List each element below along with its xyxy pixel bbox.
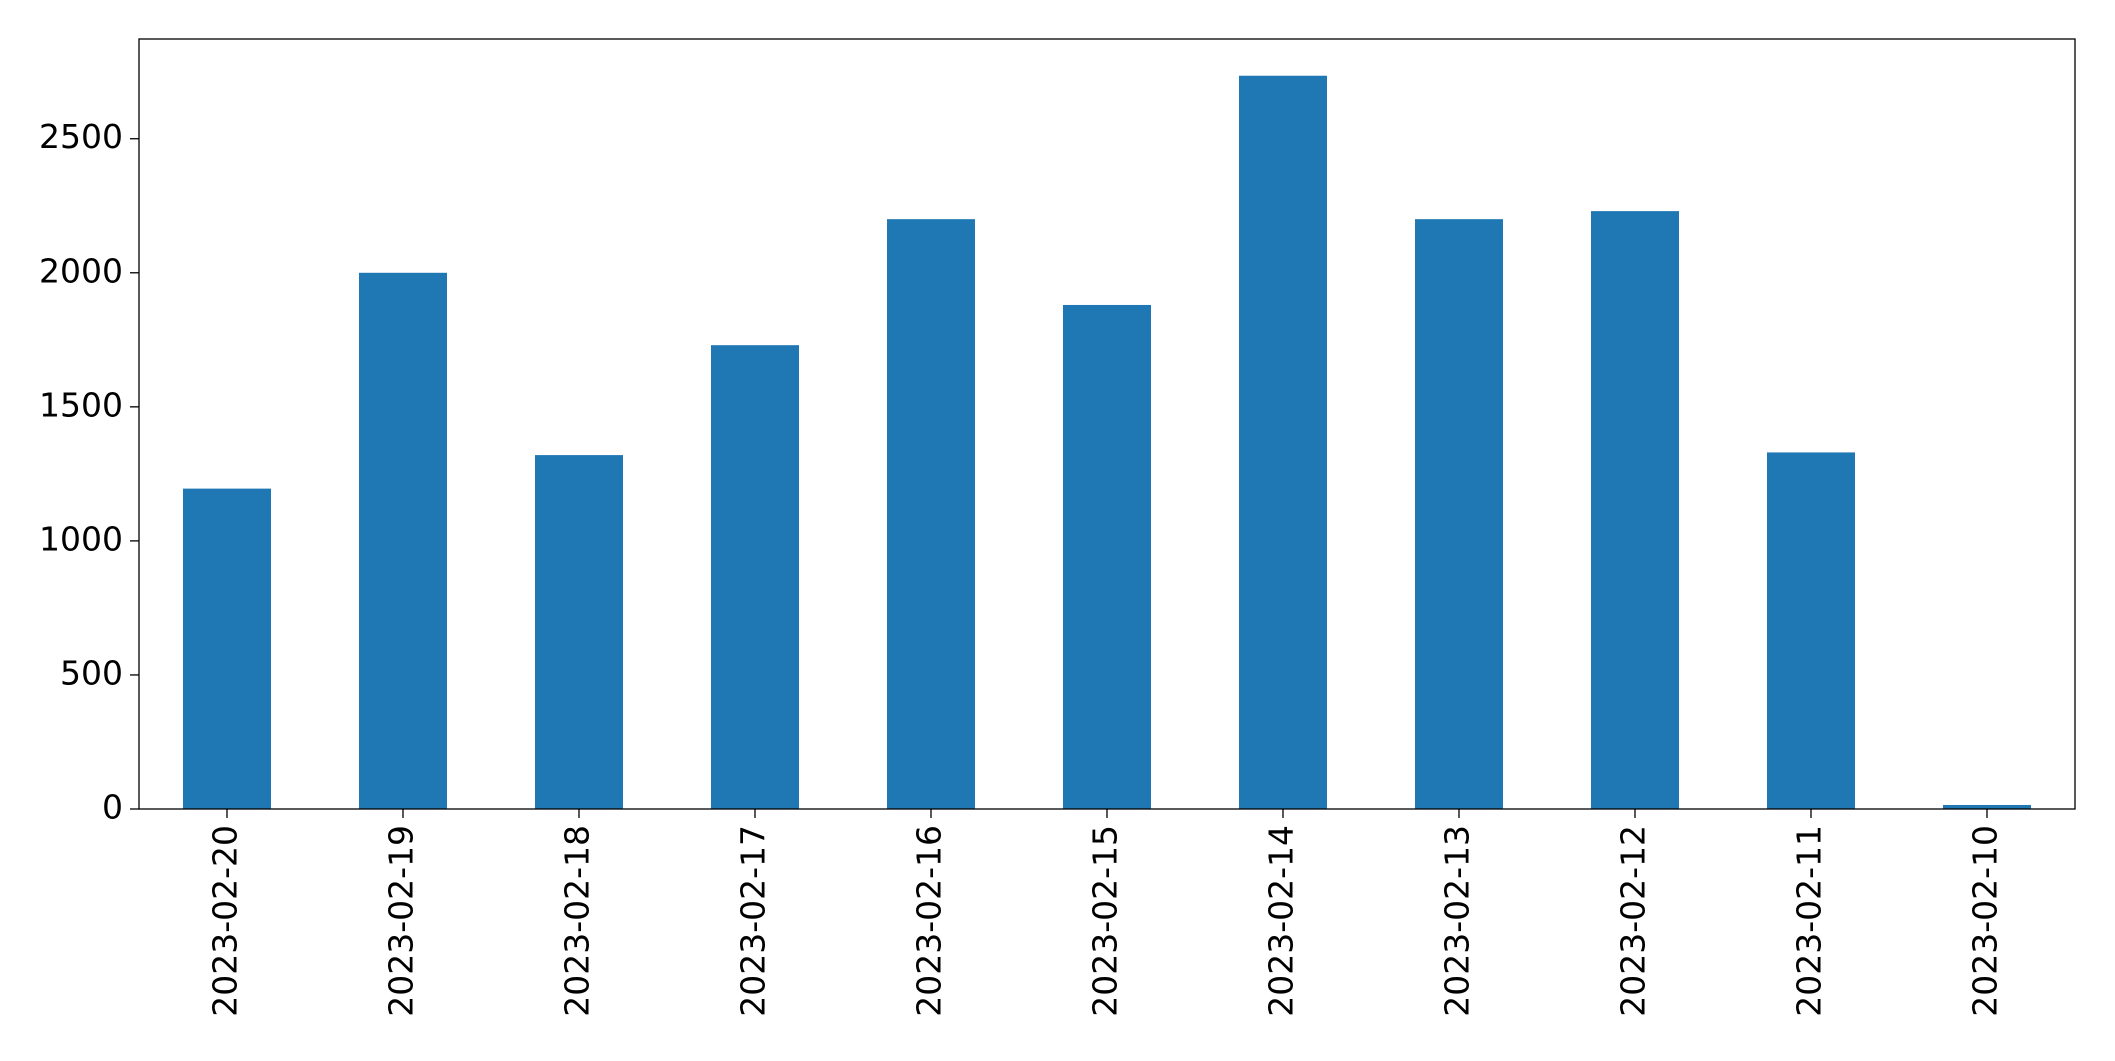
x-tick-label: 2023-02-11 xyxy=(1790,825,1829,1017)
x-tick-label: 2023-02-18 xyxy=(558,825,597,1017)
bar xyxy=(1767,452,1855,809)
y-tick-label: 1000 xyxy=(39,519,123,558)
bar xyxy=(1943,804,2031,809)
x-tick-label: 2023-02-13 xyxy=(1438,825,1477,1017)
y-tick-label: 2500 xyxy=(39,117,123,156)
bar xyxy=(1415,219,1503,810)
bar xyxy=(1239,75,1327,810)
bar xyxy=(711,345,799,809)
plot-frame xyxy=(138,38,2076,810)
x-tick-label: 2023-02-17 xyxy=(734,825,773,1017)
bar xyxy=(1063,304,1151,809)
y-tick-label: 500 xyxy=(60,653,123,692)
x-tick-label: 2023-02-12 xyxy=(1614,825,1653,1017)
x-tick-label: 2023-02-20 xyxy=(206,825,245,1017)
y-tick-label: 2000 xyxy=(39,251,123,290)
bar xyxy=(1591,211,1679,809)
x-tick-label: 2023-02-16 xyxy=(910,825,949,1017)
x-tick-label: 2023-02-14 xyxy=(1262,825,1301,1017)
bar xyxy=(183,488,271,809)
bar xyxy=(535,455,623,809)
x-tick-label: 2023-02-19 xyxy=(382,825,421,1017)
bar xyxy=(359,272,447,809)
y-tick-label: 1500 xyxy=(39,385,123,424)
x-tick-label: 2023-02-15 xyxy=(1086,825,1125,1017)
x-tick-label: 2023-02-10 xyxy=(1966,825,2005,1017)
y-tick-label: 0 xyxy=(102,788,123,827)
bar xyxy=(887,219,975,810)
